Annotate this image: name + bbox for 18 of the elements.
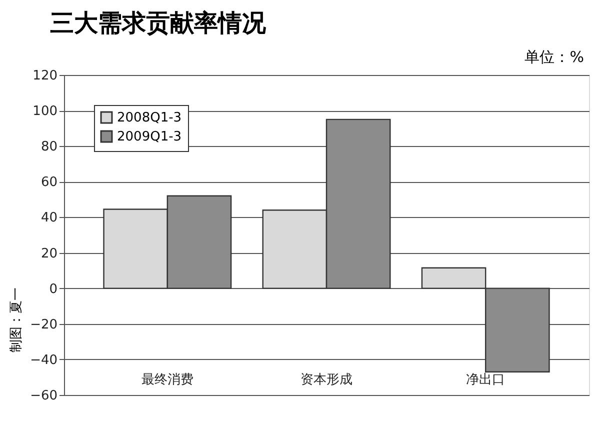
x-tick-label: 最终消费 (141, 372, 194, 388)
legend-label: 2008Q1-3 (117, 110, 182, 126)
y-tick-label: 100 (32, 104, 58, 120)
y-tick-label: 20 (40, 246, 58, 262)
y-tick-label: −40 (30, 352, 58, 368)
y-tick-label: 80 (40, 140, 58, 155)
legend-label: 2009Q1-3 (117, 130, 182, 144)
y-tick-label: 40 (40, 210, 58, 226)
y-tick-label: 120 (32, 68, 58, 84)
y-tick-label: −60 (30, 388, 58, 404)
chart-title: 三大需求贡献率情况 (50, 9, 267, 37)
y-tick-label: 0 (49, 282, 58, 297)
x-tick-label: 净出口 (466, 372, 506, 388)
text: 制图：夏一 (9, 288, 24, 352)
x-tick-label: 资本形成 (300, 372, 352, 388)
text: 单位：% (524, 48, 584, 66)
y-tick-label: −20 (30, 317, 58, 332)
y-tick-label: 60 (40, 175, 58, 190)
